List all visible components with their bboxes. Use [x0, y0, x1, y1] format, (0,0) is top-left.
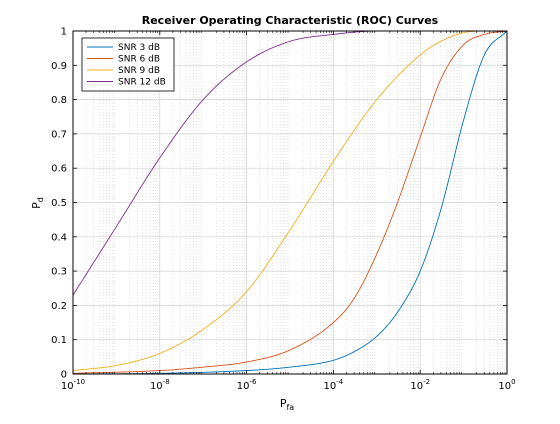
chart-title: Receiver Operating Characteristic (ROC) … [142, 14, 439, 27]
y-tick-label: 0.4 [51, 232, 67, 243]
y-tick-label: 0.1 [51, 335, 67, 346]
x-tick-exponent: -2 [423, 378, 430, 386]
y-tick-label: 0.5 [51, 198, 67, 209]
legend-entry: SNR 12 dB [118, 78, 166, 88]
y-tick-label: 0.6 [51, 164, 67, 175]
legend-entry: SNR 6 dB [118, 55, 160, 65]
x-axis-label-sub: fa [286, 403, 294, 412]
x-tick-base: 10 [324, 381, 337, 392]
x-axis-label: Pfa [280, 397, 294, 412]
x-tick-exponent: -8 [163, 378, 170, 386]
x-tick-label: 10-10 [61, 378, 85, 392]
x-axis-label-main: P [280, 397, 287, 410]
y-tick-label: 0.9 [51, 61, 67, 72]
y-tick-label: 0.2 [51, 301, 67, 312]
y-axis-label-sub: d [36, 197, 45, 202]
x-tick-label: 100 [498, 378, 515, 392]
y-tick-label: 1 [61, 27, 67, 38]
y-tick-label: 0.8 [51, 95, 67, 106]
x-tick-base: 10 [410, 381, 423, 392]
x-tick-label: 10-4 [324, 378, 344, 392]
y-tick-label: 0 [61, 370, 67, 381]
y-tick-label: 0.7 [51, 129, 67, 140]
legend-entry: SNR 9 dB [118, 66, 160, 76]
series-line-3 [72, 30, 507, 372]
x-tick-label: 10-8 [150, 378, 170, 392]
legend-entry: SNR 3 dB [118, 43, 160, 53]
y-tick-label: 0.3 [51, 267, 67, 278]
x-tick-exponent: 0 [511, 378, 515, 386]
y-axis-label: Pd [30, 197, 45, 209]
y-tick-labels: 0 0.1 0.2 0.3 0.4 0.5 0.6 0.7 0.8 0.9 1 [51, 27, 67, 381]
y-axis-label-main: P [30, 202, 43, 209]
x-tick-exponent: -4 [336, 378, 344, 386]
x-tick-base: 10 [61, 381, 74, 392]
x-tick-labels: 10-10 10-8 10-6 10-4 10-2 100 [61, 378, 516, 392]
x-tick-label: 10-6 [237, 378, 257, 392]
x-tick-base: 10 [498, 381, 511, 392]
x-tick-base: 10 [150, 381, 163, 392]
x-tick-exponent: -6 [249, 378, 257, 386]
x-tick-exponent: -10 [74, 378, 85, 386]
x-tick-base: 10 [237, 381, 250, 392]
series-line-2 [72, 30, 508, 374]
x-tick-label: 10-2 [410, 378, 430, 392]
axis-ticks [72, 30, 508, 375]
